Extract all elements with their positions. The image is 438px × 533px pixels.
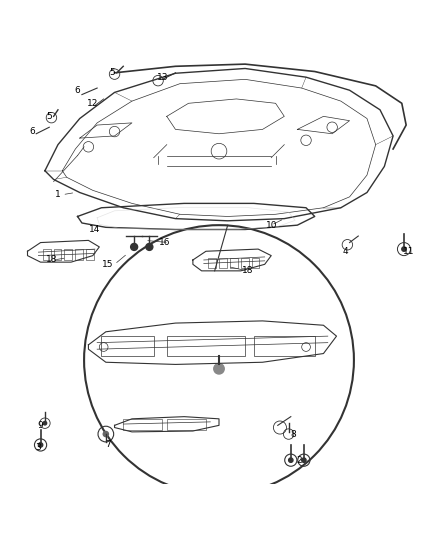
Bar (53, 249, 61, 260)
Text: 2: 2 (297, 456, 302, 465)
Circle shape (39, 443, 43, 447)
Bar (123, 419, 162, 430)
Text: 1: 1 (55, 190, 61, 199)
Text: 11: 11 (403, 247, 414, 256)
Text: 12: 12 (87, 99, 99, 108)
Bar (75, 249, 83, 260)
Text: 10: 10 (265, 221, 277, 230)
Text: 8: 8 (290, 430, 296, 439)
Bar (43, 249, 50, 260)
Bar (208, 258, 216, 268)
Bar (230, 258, 238, 268)
Circle shape (103, 431, 109, 437)
Circle shape (289, 458, 293, 462)
Text: 4: 4 (343, 247, 348, 256)
Text: 5: 5 (46, 112, 52, 121)
Bar (167, 336, 245, 356)
Circle shape (214, 364, 224, 374)
Text: 6: 6 (29, 127, 35, 136)
Text: 5: 5 (110, 68, 115, 77)
Text: 18: 18 (241, 266, 253, 276)
Bar (167, 419, 206, 430)
Bar (64, 249, 72, 260)
Text: 14: 14 (89, 225, 101, 234)
Text: 3: 3 (35, 442, 41, 451)
Circle shape (131, 244, 138, 251)
Text: 18: 18 (46, 255, 57, 264)
Bar (254, 336, 315, 356)
Bar (219, 258, 227, 268)
Circle shape (43, 422, 47, 425)
Circle shape (302, 458, 306, 462)
Circle shape (402, 247, 406, 251)
Text: 9: 9 (38, 421, 43, 430)
Bar (241, 258, 249, 268)
Text: 16: 16 (159, 238, 170, 247)
Bar (252, 258, 259, 268)
Circle shape (146, 244, 153, 251)
Text: 13: 13 (157, 72, 168, 82)
Text: 6: 6 (74, 86, 81, 95)
Text: 15: 15 (102, 260, 114, 269)
Text: 7: 7 (105, 440, 111, 449)
Bar (102, 336, 154, 356)
Bar (86, 249, 94, 260)
